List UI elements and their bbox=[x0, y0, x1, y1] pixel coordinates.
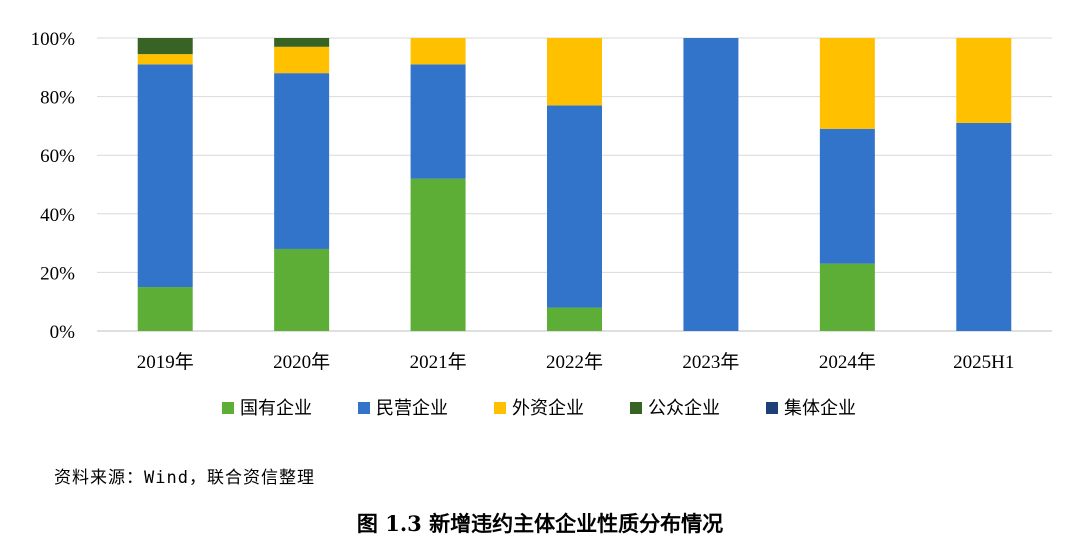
bar-segment bbox=[547, 38, 602, 106]
bar-segment bbox=[683, 38, 739, 331]
y-tick-label: 20% bbox=[40, 263, 75, 284]
legend-label: 民营企业 bbox=[376, 398, 448, 419]
bar-segment bbox=[819, 38, 875, 129]
x-tick-label: 2021年 bbox=[410, 351, 467, 373]
legend-label: 国有企业 bbox=[240, 398, 312, 419]
y-tick-label: 60% bbox=[40, 146, 75, 167]
bar-segment bbox=[137, 54, 193, 65]
y-tick-label: 80% bbox=[40, 88, 75, 109]
x-tick-label: 2023年 bbox=[682, 351, 739, 373]
legend-label: 外资企业 bbox=[512, 398, 584, 419]
y-tick-label: 0% bbox=[50, 322, 76, 343]
legend-label: 集体企业 bbox=[784, 398, 856, 419]
bar-segment bbox=[956, 122, 1012, 331]
bar-segment bbox=[547, 105, 602, 308]
y-axis: 0% 20% 40% 60% 80% 100% bbox=[31, 29, 76, 343]
bar-segment bbox=[410, 178, 466, 331]
x-tick-label: 2025H1 bbox=[953, 352, 1014, 373]
legend-swatch bbox=[222, 402, 234, 414]
bar-segment bbox=[410, 38, 466, 65]
bar-segment bbox=[547, 307, 602, 331]
x-tick-label: 2020年 bbox=[273, 351, 330, 373]
y-tick-label: 40% bbox=[40, 205, 75, 226]
bar-segment bbox=[274, 46, 330, 74]
legend-swatch bbox=[766, 402, 778, 414]
x-tick-label: 2022年 bbox=[546, 351, 603, 373]
bar-segment bbox=[137, 64, 193, 288]
source-note: 资料来源：Wind，联合资信整理 bbox=[54, 468, 315, 488]
legend-swatch bbox=[630, 402, 642, 414]
stacked-bar-chart: 0%20%40%60%80%100% 2019年 2020年 2021年 2022年 2… bbox=[31, 29, 1052, 419]
legend-label: 公众企业 bbox=[648, 398, 720, 419]
x-tick-label: 2019年 bbox=[137, 351, 194, 373]
legend: 国有企业 民营企业 外资企业 公众企业 集体企业 bbox=[222, 398, 856, 419]
legend-swatch bbox=[358, 402, 370, 414]
bar-segment bbox=[137, 287, 193, 331]
x-tick-label: 2024年 bbox=[819, 351, 876, 373]
y-tick-label: 100% bbox=[31, 29, 76, 50]
bar-segment bbox=[410, 64, 466, 179]
bar-segment bbox=[956, 38, 1012, 123]
bar-segment bbox=[819, 128, 875, 264]
bar-segment bbox=[274, 73, 330, 249]
bars bbox=[137, 38, 1012, 331]
legend-swatch bbox=[494, 402, 506, 414]
bar-segment bbox=[274, 38, 330, 47]
figure-caption: 图 1.3 新增违约主体企业性质分布情况 bbox=[356, 511, 724, 536]
bar-segment bbox=[819, 263, 875, 331]
bar-segment bbox=[137, 38, 193, 55]
bar-segment bbox=[274, 248, 330, 331]
x-axis: 2019年 2020年 2021年 2022年 2023年 2024年 2025H1 bbox=[137, 351, 1015, 373]
